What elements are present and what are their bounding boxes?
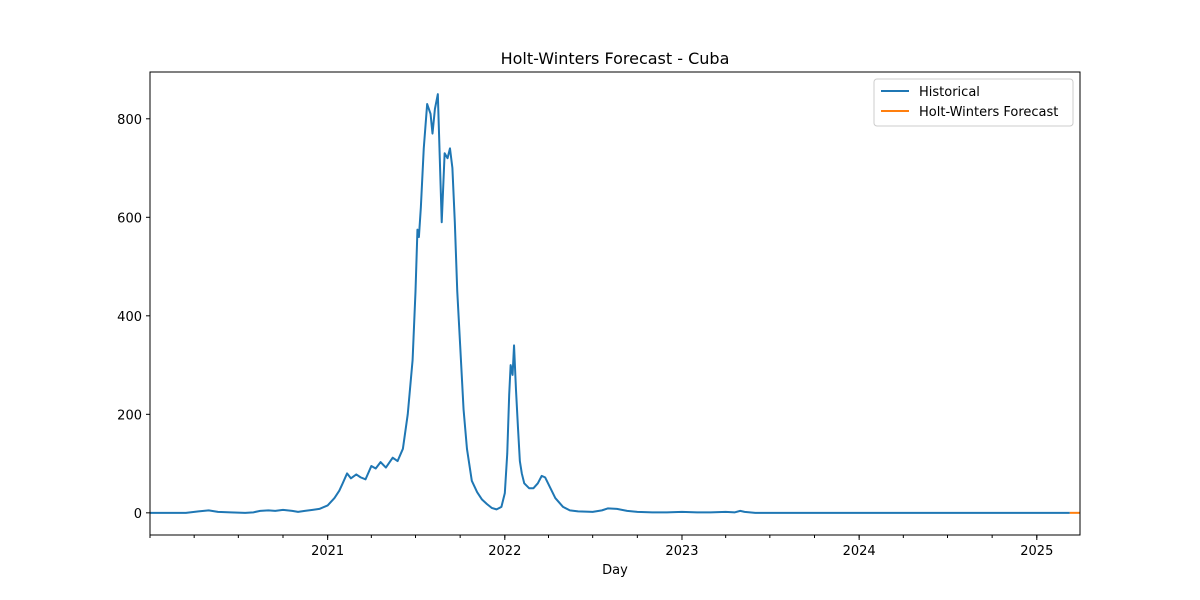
x-tick-label: 2024 [843, 544, 876, 559]
legend: Historical Holt-Winters Forecast [873, 78, 1074, 127]
legend-label-forecast: Holt-Winters Forecast [919, 105, 1058, 120]
series-layer [150, 93, 1080, 514]
legend-label-historical: Historical [919, 85, 980, 100]
plot-frame [149, 71, 1081, 536]
x-axis-label: Day [602, 563, 628, 578]
x-tick-label: 2023 [665, 544, 698, 559]
series-line-historical [150, 93, 1070, 514]
x-tick-label: 2022 [488, 544, 521, 559]
y-tick-label: 400 [117, 310, 142, 325]
y-tick-label: 0 [134, 507, 142, 522]
y-tick-label: 200 [117, 408, 142, 423]
y-axis: 0 200 400 600 800 [117, 113, 150, 522]
x-tick-label: 2021 [311, 544, 344, 559]
x-axis: 2021 2022 2023 2024 2025 [149, 535, 1053, 559]
x-tick-label: 2025 [1020, 544, 1053, 559]
legend-box [873, 78, 1074, 127]
chart-title: Holt-Winters Forecast - Cuba [501, 49, 730, 68]
plot-area [149, 71, 1081, 536]
y-tick-label: 600 [117, 211, 142, 226]
y-tick-label: 800 [117, 113, 142, 128]
